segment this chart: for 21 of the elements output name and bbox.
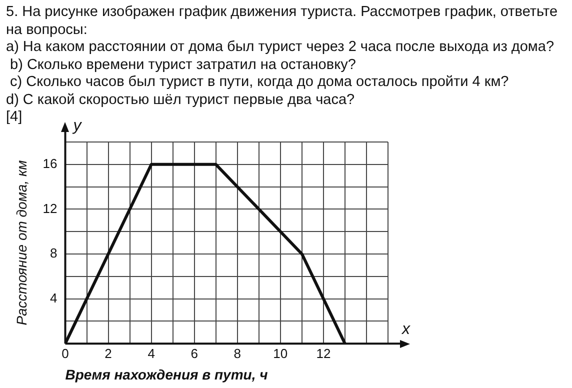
text: d) С какой скоростью шёл турист первые два часа? [6, 92, 356, 109]
x-tick-label: 12 [316, 346, 331, 361]
chart-title: 5. На рисунке изображен график движения туриста. Рассмотрев график, ответьте на вопросы: [6, 4, 559, 39]
text: y [72, 117, 82, 134]
y-tick-label: 12 [42, 200, 58, 216]
text: c) Сколько часов был турист в пути, когда до дома осталось пройти 4 км? [9, 74, 510, 92]
x-tick-label: 8 [234, 346, 242, 361]
x-tick-label: 10 [273, 346, 288, 361]
text: x [401, 321, 411, 338]
x-tick-label: 2 [104, 346, 112, 361]
text: b) Сколько времени турист затратил на остановку? [9, 56, 357, 74]
x-tick-label: 0 [62, 346, 69, 361]
x-axis-title: Время нахождения в пути, ч [65, 366, 268, 382]
y-tick-label: 8 [50, 246, 58, 261]
x-tick-label: 4 [148, 346, 155, 361]
x-tick-label: 6 [190, 346, 198, 361]
y-axis-title: Расстояние от дома, км [13, 160, 30, 326]
y-tick-label: 4 [50, 290, 58, 306]
text: [4] [6, 109, 22, 125]
text: a) На каком расстоянии от дома был турист через 2 часа после выхода из дома? [6, 39, 556, 56]
y-tick-label: 16 [42, 156, 58, 171]
